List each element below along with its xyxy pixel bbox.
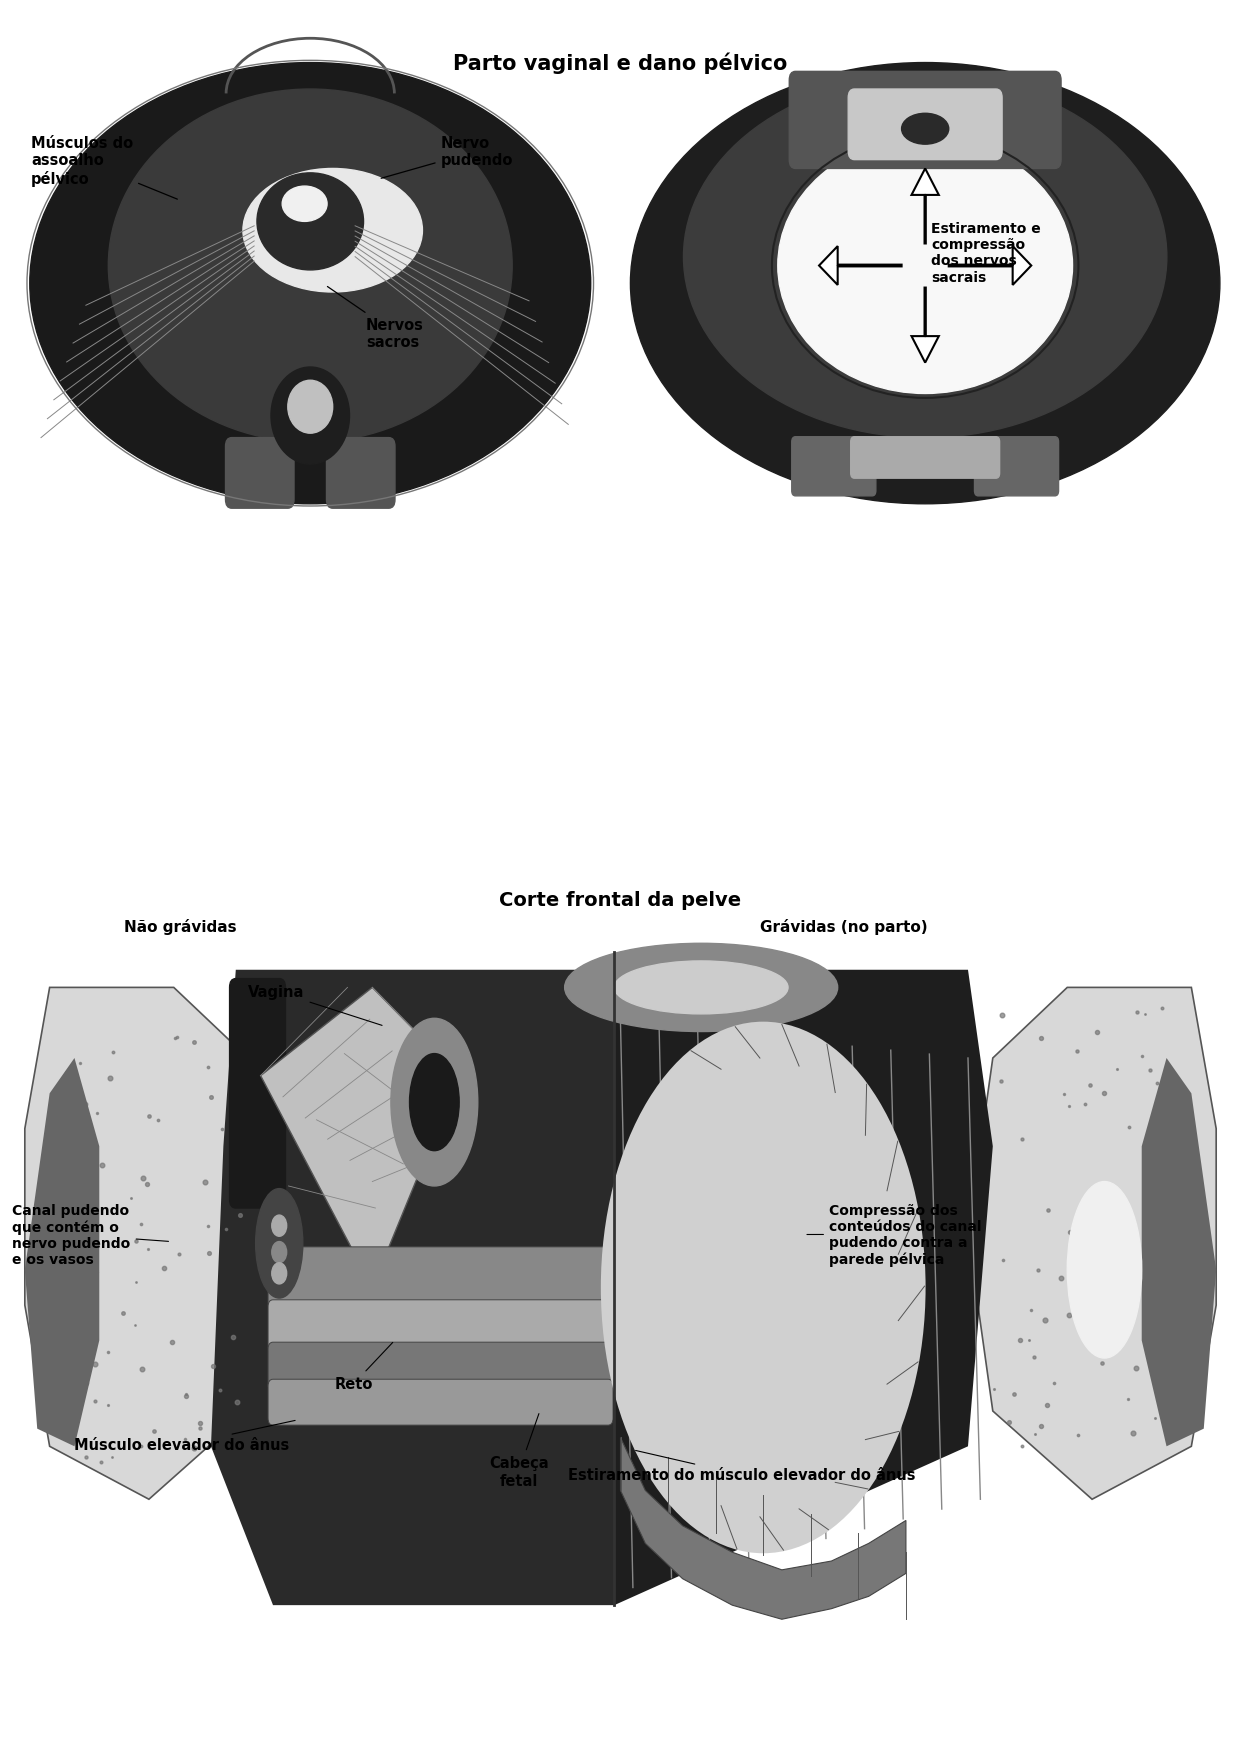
Ellipse shape [256,1189,303,1298]
Text: Nervos
sacros: Nervos sacros [328,288,424,349]
FancyBboxPatch shape [268,1300,613,1353]
Ellipse shape [271,369,350,466]
Text: Compressão dos
conteúdos do canal
pudendo contra a
parede pélvica: Compressão dos conteúdos do canal pudend… [807,1203,982,1267]
Text: Reto: Reto [335,1342,392,1390]
Text: Nervo
pudendo: Nervo pudendo [381,136,513,180]
Text: Parto vaginal e dano pélvico: Parto vaginal e dano pélvico [453,53,788,74]
FancyBboxPatch shape [268,1247,613,1311]
Ellipse shape [410,1053,459,1152]
Polygon shape [211,970,614,1605]
Text: Não grávidas: Não grávidas [124,917,236,935]
Text: Estiramento e
compressão
dos nervos
sacrais: Estiramento e compressão dos nervos sacr… [931,222,1041,284]
Polygon shape [1142,1058,1216,1446]
Ellipse shape [1067,1182,1142,1358]
FancyBboxPatch shape [226,439,294,510]
FancyBboxPatch shape [851,437,1000,480]
FancyBboxPatch shape [974,437,1059,497]
Ellipse shape [602,1023,925,1552]
FancyBboxPatch shape [326,439,395,510]
Ellipse shape [272,1242,287,1263]
Ellipse shape [30,64,591,505]
Ellipse shape [243,169,422,293]
Text: Canal pudendo
que contém o
nervo pudendo
e os vasos: Canal pudendo que contém o nervo pudendo… [12,1203,169,1267]
FancyBboxPatch shape [268,1379,613,1425]
Ellipse shape [630,64,1220,505]
Ellipse shape [684,78,1167,439]
Polygon shape [25,988,273,1499]
Ellipse shape [901,115,948,145]
Ellipse shape [614,961,788,1014]
FancyArrow shape [949,247,1031,286]
FancyArrow shape [819,247,901,286]
FancyBboxPatch shape [792,437,876,497]
Text: Cabeça
fetal: Cabeça fetal [489,1413,549,1487]
Ellipse shape [272,1263,287,1284]
Ellipse shape [272,1215,287,1237]
FancyBboxPatch shape [268,1342,613,1392]
Ellipse shape [288,381,333,434]
Polygon shape [25,1058,99,1446]
Text: Estiramento do músculo elevador do ânus: Estiramento do músculo elevador do ânus [568,1450,916,1482]
FancyBboxPatch shape [849,90,1003,161]
FancyBboxPatch shape [789,72,1061,169]
Text: Músculos do
assoalho
pélvico: Músculos do assoalho pélvico [31,136,177,199]
Polygon shape [968,988,1216,1499]
FancyArrow shape [911,288,939,363]
Text: Vagina: Vagina [248,984,382,1027]
Text: Corte frontal da pelve: Corte frontal da pelve [499,891,742,908]
Polygon shape [620,1438,906,1619]
Ellipse shape [257,175,364,270]
Ellipse shape [391,1020,478,1185]
Text: Grávidas (no parto): Grávidas (no parto) [759,917,928,935]
Ellipse shape [778,139,1072,395]
Ellipse shape [108,90,513,443]
Polygon shape [614,970,993,1605]
FancyArrow shape [911,169,939,245]
Ellipse shape [565,944,838,1032]
Ellipse shape [282,187,328,222]
FancyBboxPatch shape [230,979,285,1208]
Polygon shape [261,988,459,1288]
Text: Músculo elevador do ânus: Músculo elevador do ânus [74,1420,295,1452]
